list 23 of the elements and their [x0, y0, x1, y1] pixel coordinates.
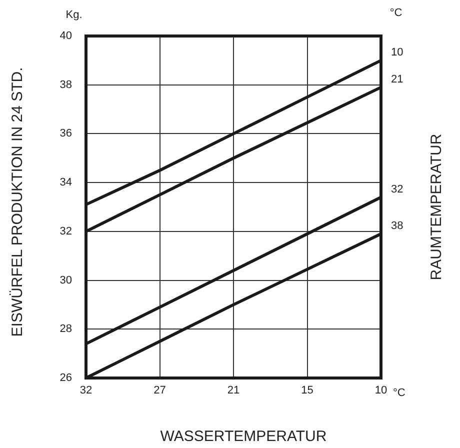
- series-label: 38: [391, 220, 404, 232]
- series-label: 21: [391, 73, 404, 86]
- y-tick-label: 40: [60, 30, 72, 42]
- x-tick-label: 10: [374, 384, 388, 397]
- y-axis-title: EISWÜRFEL PRODUKTION IN 24 STD.: [9, 67, 26, 337]
- y-tick-label: 38: [60, 78, 72, 91]
- x-tick-label: 15: [301, 384, 314, 397]
- y-tick-label: 28: [60, 323, 72, 336]
- y-tick-label: 30: [60, 274, 72, 286]
- legend-title: °C: [390, 7, 402, 20]
- y2-axis-title: RAUMTEMPERATUR: [428, 134, 446, 280]
- x-axis-title: WASSERTEMPERATUR: [160, 428, 327, 446]
- text: °C: [393, 387, 406, 400]
- x-tick-label: 32: [80, 384, 92, 397]
- y-tick-label: 36: [60, 128, 72, 140]
- text: Kg.: [66, 9, 82, 22]
- y-tick-label: 32: [60, 225, 72, 238]
- x-tick-label: 27: [154, 384, 166, 397]
- x-tick-label: 21: [227, 384, 240, 397]
- series-label: 32: [391, 183, 404, 196]
- series-label: 10: [391, 46, 404, 58]
- y-tick-label: 34: [60, 176, 72, 189]
- y-tick-label: 26: [60, 372, 72, 384]
